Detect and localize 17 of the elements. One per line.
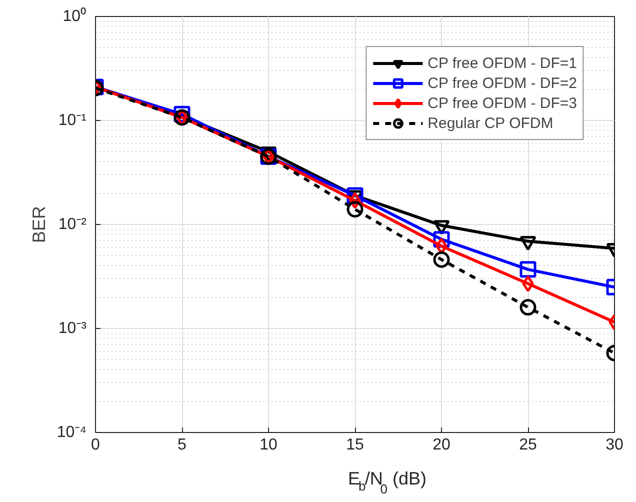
y-tick-label: 10⁻²: [58, 216, 88, 233]
x-tick-label: 30: [606, 436, 624, 454]
legend-label: Regular CP OFDM: [428, 114, 554, 132]
x-tick-label: 15: [346, 436, 364, 454]
legend-label: CP free OFDM - DF=3: [428, 94, 577, 112]
y-tick-label: 10⁻⁴: [56, 424, 87, 441]
legend-label: CP free OFDM - DF=1: [428, 54, 577, 72]
x-tick-label: 0: [91, 436, 100, 454]
legend-label: CP free OFDM - DF=2: [428, 74, 577, 92]
x-tick-label: 5: [178, 436, 187, 454]
y-tick-label: 10⁻¹: [58, 112, 86, 129]
x-tick-label: 25: [519, 436, 537, 454]
x-tick-label: 10: [260, 436, 278, 454]
y-tick-label: 10⁻³: [58, 320, 88, 337]
y-axis-title: BER: [28, 206, 49, 244]
y-tick-label: 10⁰: [62, 7, 86, 25]
x-tick-label: 20: [432, 436, 450, 454]
